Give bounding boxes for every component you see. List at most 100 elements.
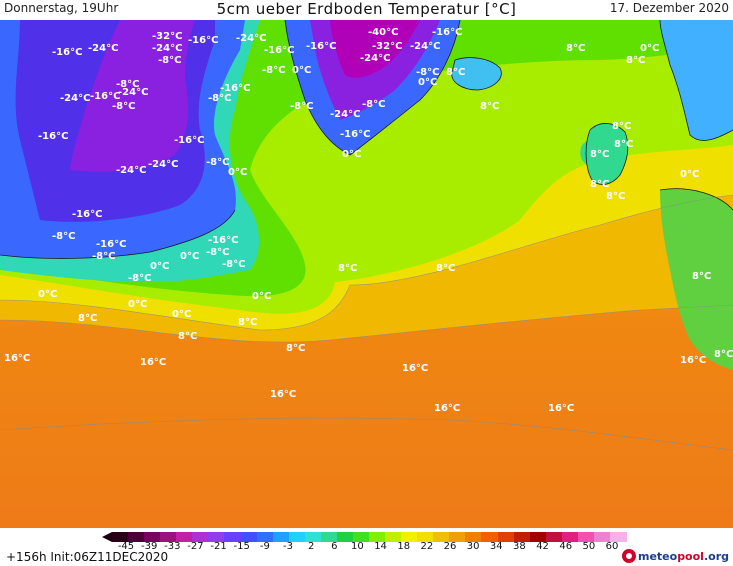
legend-tick-label: -21 xyxy=(210,541,227,552)
legend-color-segment xyxy=(128,532,146,542)
legend-color-segment xyxy=(481,532,499,542)
temperature-label: -24°C xyxy=(330,109,360,120)
legend-color-segment xyxy=(401,532,419,542)
legend-color-segment xyxy=(160,532,178,542)
temperature-label: -16°C xyxy=(264,45,294,56)
temperature-label: 0°C xyxy=(640,43,659,54)
temperature-label: 8°C xyxy=(338,263,357,274)
legend-color-segment xyxy=(497,532,515,542)
legend-tick-label: -39 xyxy=(140,541,158,552)
legend-color-segment xyxy=(336,532,354,542)
scandinavia xyxy=(660,20,733,141)
legend-tick-label: -27 xyxy=(187,541,204,552)
legend-color-segment xyxy=(256,532,274,542)
temperature-label: -16°C xyxy=(52,47,82,58)
legend-color-segment xyxy=(144,532,162,542)
temperature-label: 0°C xyxy=(292,65,311,76)
legend-color-segment xyxy=(593,532,611,542)
temperature-label: 8°C xyxy=(614,139,633,150)
temperature-label: 8°C xyxy=(446,67,465,78)
temperature-label: 16°C xyxy=(140,357,166,368)
map-footer: -45 -39 -33 -27 -21 -15 -9 -3 2 6 10 14 18 22 26 30 34 38… xyxy=(0,528,733,566)
temperature-label: -16°C xyxy=(38,131,68,142)
temperature-label: -24°C xyxy=(236,33,266,44)
legend-tick-label: -15 xyxy=(233,541,250,552)
legend-color-segment xyxy=(352,532,370,542)
temperature-label: 0°C xyxy=(680,169,699,180)
legend-color-segment xyxy=(112,532,129,542)
legend-tick-label: 2 xyxy=(307,541,315,552)
temperature-label: 0°C xyxy=(150,261,169,272)
temperature-label: -8°C xyxy=(52,231,75,242)
legend-tick-label: 22 xyxy=(420,541,434,552)
temperature-label: 16°C xyxy=(270,389,296,400)
temperature-label: 16°C xyxy=(548,403,574,414)
legend-tick-label: -33 xyxy=(164,541,181,552)
temperature-label: 8°C xyxy=(590,179,609,190)
legend-color-segment xyxy=(208,532,226,542)
temperature-label: -8°C xyxy=(416,67,439,78)
temperature-label: -24°C xyxy=(410,41,440,52)
temperature-field: -16°C -24°C-32°C-24°C-16°C -24°C-16°C -16°C… xyxy=(0,20,733,528)
init-time: +156h Init:06Z11DEC2020 xyxy=(6,550,169,564)
legend-color-segment xyxy=(417,532,435,542)
isotherms xyxy=(0,194,733,451)
legend-color-segment xyxy=(545,532,563,542)
temperature-label: -16°C xyxy=(340,129,370,140)
temperature-label: 16°C xyxy=(680,355,706,366)
british-isles xyxy=(586,123,628,185)
temperature-label: -40°C xyxy=(368,27,398,38)
temperature-label: -16°C xyxy=(432,27,462,38)
meteopool-logo-text: meteopool.org xyxy=(637,549,729,563)
iberia-france xyxy=(660,188,733,370)
legend-color-segment xyxy=(561,532,579,542)
temperature-label: 8°C xyxy=(78,313,97,324)
temperature-label: -16°C xyxy=(220,83,250,94)
temperature-label: -8°C xyxy=(222,259,245,270)
temperature-label: 8°C xyxy=(566,43,585,54)
temperature-label: 8°C xyxy=(612,121,631,132)
temperature-label: -24°C xyxy=(360,53,390,64)
temperature-label: -16°C xyxy=(208,235,238,246)
temperature-label: 16°C xyxy=(4,353,30,364)
temperature-label: -8°C xyxy=(92,251,115,262)
legend-tick-label: 14 xyxy=(374,541,387,552)
legend-color-segment xyxy=(272,532,290,542)
temperature-label: 0°C xyxy=(342,149,361,160)
temperature-label: 0°C xyxy=(228,167,247,178)
legend-tick-label: 50 xyxy=(582,541,596,552)
temperature-label: -24°C xyxy=(148,159,178,170)
legend-tick-label: 18 xyxy=(397,541,411,552)
legend-tick-label: 46 xyxy=(559,541,573,552)
map-title: 5cm ueber Erdboden Temperatur [°C] xyxy=(216,0,517,18)
legend-color-segment xyxy=(192,532,210,542)
temperature-label: -8°C xyxy=(262,65,285,76)
forecast-date: 17. Dezember 2020 xyxy=(609,1,729,15)
temperature-label: -32°C xyxy=(372,41,402,52)
temperature-label: -8°C xyxy=(158,55,181,66)
temperature-label: -16°C xyxy=(306,41,336,52)
legend-tick-label: 38 xyxy=(513,541,526,552)
temperature-label: 0°C xyxy=(418,77,437,88)
temperature-label: 8°C xyxy=(692,271,711,282)
ireland xyxy=(580,140,598,165)
temperature-label: -16°C xyxy=(174,135,204,146)
legend-tick-label: 34 xyxy=(489,541,503,552)
temperature-label: -8°C xyxy=(206,247,229,258)
legend-tick-label: 30 xyxy=(466,541,480,552)
temperature-label: 0°C xyxy=(172,309,191,320)
map-header: Donnerstag, 19Uhr 5cm ueber Erdboden Tem… xyxy=(0,0,733,20)
temperature-label: -16°C xyxy=(72,209,102,220)
legend-color-segment xyxy=(449,532,467,542)
temperature-label: -8°C xyxy=(208,93,231,104)
legend-color-segment xyxy=(529,532,547,542)
temperature-label: 8°C xyxy=(714,349,733,360)
forecast-day-time: Donnerstag, 19Uhr xyxy=(4,1,119,15)
legend-tick-label: 60 xyxy=(605,541,619,552)
legend-color-segment xyxy=(577,532,595,542)
temperature-label: 8°C xyxy=(436,263,455,274)
meteopool-logo[interactable]: meteopool.org xyxy=(621,548,729,564)
legend-tick-label: -45 xyxy=(117,541,135,552)
temperature-label: -24°C xyxy=(60,93,90,104)
legend-tick-label: 42 xyxy=(536,541,549,552)
